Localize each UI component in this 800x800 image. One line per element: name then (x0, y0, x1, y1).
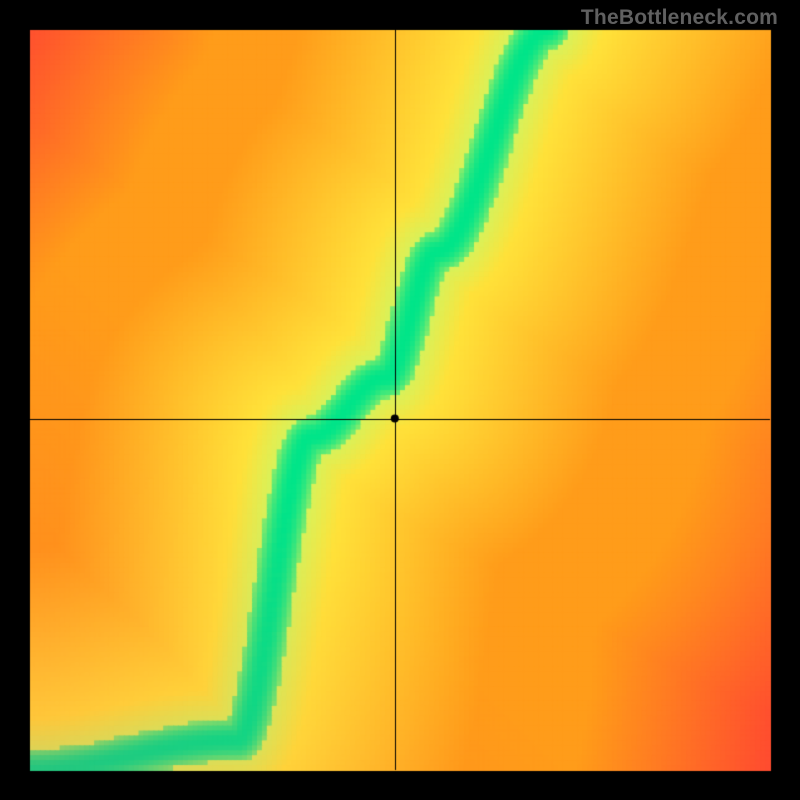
bottleneck-heatmap-canvas (0, 0, 800, 800)
chart-container: TheBottleneck.com (0, 0, 800, 800)
watermark-text: TheBottleneck.com (581, 6, 778, 30)
